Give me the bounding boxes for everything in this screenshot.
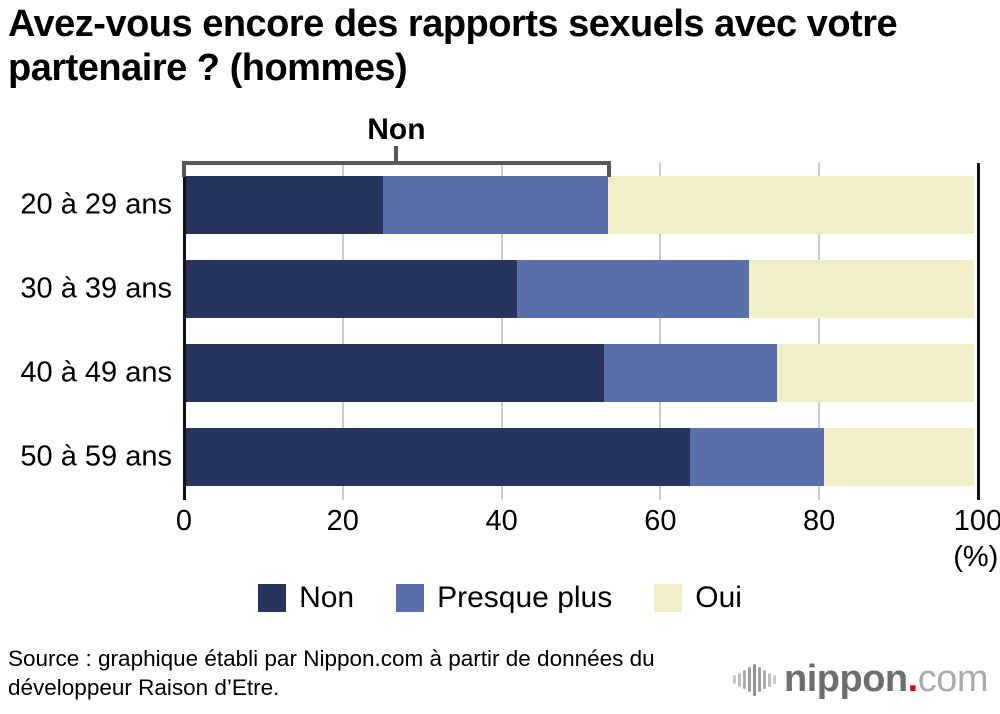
bar-segment-oui	[824, 428, 974, 486]
bar-segment-presque-plus	[516, 260, 750, 318]
soundwave-icon	[733, 660, 777, 700]
non-bracket-tick	[394, 146, 399, 162]
y-axis-label-1: 20 à 29 ans	[20, 188, 172, 221]
legend: Non Presque plus Oui	[0, 581, 1000, 615]
logo-text-light: com	[917, 658, 989, 700]
bar-row-1	[186, 176, 974, 234]
x-tick-label-80: 80	[803, 505, 836, 537]
gridline-20	[341, 163, 344, 500]
gridline-60	[659, 163, 662, 500]
axis-line-right	[977, 163, 980, 500]
bar-segment-oui	[776, 344, 974, 402]
bar-segment-non	[186, 344, 604, 402]
gridline-80	[818, 163, 821, 500]
logo-text-bold: nippon	[784, 658, 908, 700]
legend-item-presque-plus: Presque plus	[396, 581, 612, 615]
source-line2: développeur Raison d’Etre.	[8, 674, 280, 700]
legend-swatch	[396, 584, 425, 612]
bar-segment-oui	[607, 176, 974, 234]
legend-label: Presque plus	[437, 581, 613, 614]
bar-segment-non	[186, 176, 383, 234]
x-axis-unit-label: (%)	[953, 541, 999, 573]
logo-dot: .	[907, 658, 919, 700]
logo-text: nippon.com	[784, 658, 988, 701]
bar-row-3	[186, 344, 974, 402]
chart-title: Avez-vous encore des rapports sexuels av…	[8, 2, 898, 91]
plot-area: Non (%) 20 à 29 ans 30 à 39 ans 40 à 49 an…	[20, 113, 1000, 573]
legend-swatch	[258, 584, 287, 612]
x-tick-label-0: 0	[175, 505, 193, 537]
bar-row-2	[186, 260, 974, 318]
non-bracket-label: Non	[367, 113, 426, 146]
axis-line-left	[183, 163, 186, 500]
bar-segment-non	[186, 260, 517, 318]
y-axis-label-3: 40 à 49 ans	[20, 356, 172, 389]
chart-title-line1: Avez-vous encore des rapports sexuels av…	[8, 3, 898, 45]
y-axis-label-2: 30 à 39 ans	[20, 272, 172, 305]
x-tick-label-60: 60	[644, 505, 677, 537]
bar-segment-oui	[749, 260, 974, 318]
legend-item-non: Non	[258, 581, 354, 615]
legend-swatch	[654, 584, 683, 612]
gridline-40	[500, 163, 503, 500]
x-tick-label-20: 20	[326, 505, 359, 537]
bar-segment-non	[186, 428, 691, 486]
source-line1: Source : graphique établi par Nippon.com…	[8, 646, 655, 671]
legend-label: Oui	[695, 581, 742, 614]
bar-segment-presque-plus	[383, 176, 608, 234]
bar-segment-presque-plus	[603, 344, 777, 402]
source-note: Source : graphique établi par Nippon.com…	[8, 645, 655, 703]
bar-segment-presque-plus	[690, 428, 825, 486]
x-tick-label-100: 100	[953, 505, 1000, 537]
x-tick-label-40: 40	[485, 505, 518, 537]
nippon-logo: nippon.com	[733, 658, 989, 701]
legend-label: Non	[299, 581, 355, 614]
bar-row-4	[186, 428, 974, 486]
legend-item-oui: Oui	[654, 581, 742, 615]
chart-title-line2: partenaire ? (hommes)	[8, 47, 408, 90]
y-axis-label-4: 50 à 59 ans	[20, 440, 172, 473]
non-bracket	[182, 161, 611, 177]
